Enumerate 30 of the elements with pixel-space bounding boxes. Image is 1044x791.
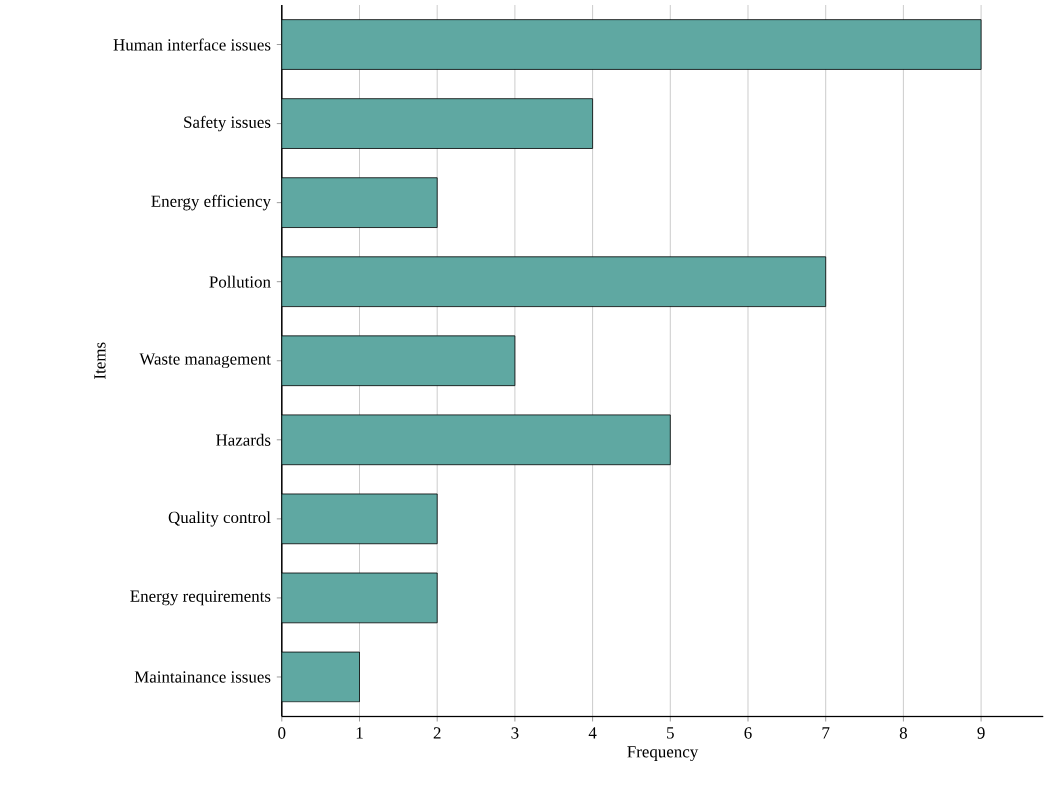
y-axis-title: Items [94, 342, 106, 379]
y-tick-label: Safety issues [184, 115, 271, 132]
x-tick-label: 7 [822, 727, 830, 739]
bar [281, 177, 438, 228]
x-tick-label: 6 [744, 727, 752, 739]
x-tick-label: 1 [356, 727, 363, 739]
bar [281, 98, 593, 149]
y-tick-label: Hazards [216, 433, 271, 446]
y-tick-label: Human interface issues [113, 38, 271, 51]
y-tick-label: Energy requirements [130, 590, 271, 606]
y-tick-label: Pollution [209, 275, 271, 288]
y-tick-label: Waste management [139, 353, 271, 368]
y-tick-label: Quality control [168, 510, 271, 527]
bar [281, 572, 438, 623]
bar [281, 414, 671, 465]
x-tick-label: 0 [278, 727, 286, 739]
y-tick-label: Energy efficiency [151, 194, 271, 211]
bar [281, 335, 516, 386]
bar [281, 493, 438, 544]
x-tick-label: 5 [667, 727, 674, 739]
x-axis-title: Frequency [627, 746, 699, 761]
bar [281, 256, 827, 307]
x-tick-label: 4 [588, 727, 597, 739]
x-tick-label: 3 [511, 727, 519, 739]
x-tick-label: 9 [977, 727, 985, 739]
bar [281, 19, 982, 70]
x-tick-label: 2 [433, 727, 441, 739]
bar [281, 651, 360, 703]
x-tick-label: 8 [899, 727, 907, 739]
y-tick-label: Maintainance issues [134, 671, 271, 683]
